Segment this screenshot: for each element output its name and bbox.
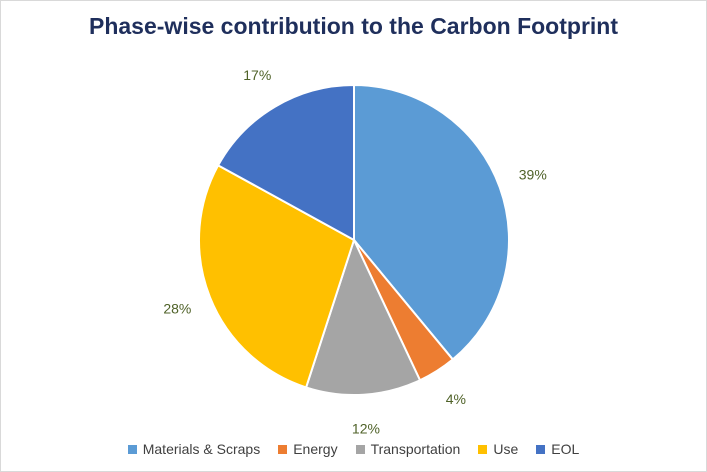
data-label-eol: 17% — [243, 67, 271, 83]
legend-swatch — [127, 444, 137, 454]
legend-item-materials-scraps: Materials & Scraps — [127, 441, 261, 457]
data-label-use: 28% — [163, 301, 191, 317]
legend-swatch — [478, 444, 488, 454]
data-label-materials-scraps: 39% — [519, 166, 547, 182]
legend-label: Energy — [293, 441, 338, 457]
pie-slice-use — [198, 163, 356, 389]
legend-item-use: Use — [478, 441, 518, 457]
legend-label: Use — [493, 441, 519, 457]
pie-slices — [198, 83, 510, 396]
pie-slice-materials-scraps — [353, 83, 510, 361]
legend-swatch — [536, 444, 546, 454]
legend-item-transportation: Transportation — [355, 441, 461, 457]
legend-item-eol: EOL — [536, 441, 579, 457]
pie-slice-eol — [216, 83, 355, 242]
pie-slice-transportation — [304, 237, 422, 396]
legend-swatch — [355, 444, 365, 454]
legend-label: Transportation — [370, 441, 461, 457]
data-label-transportation: 12% — [352, 420, 380, 436]
chart-title: Phase-wise contribution to the Carbon Fo… — [89, 13, 618, 39]
pie-labels: 39% 4% 12% 28% 17% — [163, 67, 546, 436]
legend: Materials & Scraps Energy Transportation Us… — [1, 441, 706, 457]
legend-label: EOL — [551, 441, 580, 457]
legend-item-energy: Energy — [278, 441, 338, 457]
legend-swatch — [278, 444, 288, 454]
data-label-energy: 4% — [446, 391, 466, 407]
legend-label: Materials & Scraps — [142, 441, 261, 457]
